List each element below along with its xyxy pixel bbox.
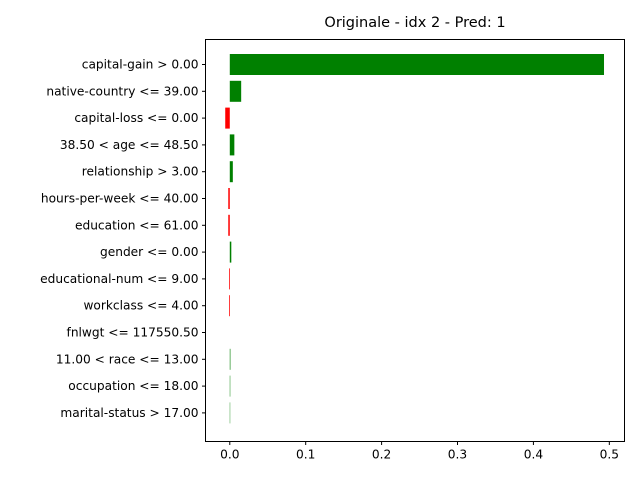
chart-title: Originale - idx 2 - Pred: 1 xyxy=(324,15,505,31)
y-tick-label: native-country <= 39.00 xyxy=(46,84,198,98)
bar xyxy=(225,107,230,129)
bar xyxy=(229,348,231,370)
y-axis-ticks: capital-gain > 0.00 native-country <= 39.… xyxy=(40,58,206,420)
x-tick-label: 0.3 xyxy=(448,448,467,462)
x-tick-label: 0.1 xyxy=(296,448,315,462)
bar xyxy=(229,295,230,317)
y-tick-label: fnlwgt <= 117550.50 xyxy=(67,326,199,340)
y-tick-label: educational-num <= 9.00 xyxy=(40,272,198,286)
x-tick-label: 0.4 xyxy=(524,448,544,462)
y-tick-label: gender <= 0.00 xyxy=(100,245,199,259)
x-tick-label: 0.5 xyxy=(600,448,619,462)
y-tick-label: workclass <= 4.00 xyxy=(83,299,198,313)
y-tick-label: relationship > 3.00 xyxy=(82,165,199,179)
bar xyxy=(229,80,242,102)
bar xyxy=(228,214,230,236)
x-tick-label: 0.0 xyxy=(220,448,239,462)
y-tick-label: 11.00 < race <= 13.00 xyxy=(56,352,199,366)
x-tick-label: 0.2 xyxy=(372,448,391,462)
bar xyxy=(229,268,230,290)
y-tick-label: education <= 61.00 xyxy=(75,218,199,232)
bar xyxy=(229,241,232,263)
y-tick-label: hours-per-week <= 40.00 xyxy=(41,192,199,206)
bar xyxy=(229,161,233,183)
x-axis-ticks: 0.0 0.1 0.2 0.3 0.4 0.5 xyxy=(220,441,619,462)
bar xyxy=(229,54,605,75)
y-tick-label: 38.50 < age <= 48.50 xyxy=(60,138,199,152)
y-tick-label: capital-gain > 0.00 xyxy=(82,58,199,72)
y-tick-label: capital-loss <= 0.00 xyxy=(74,111,198,125)
y-tick-label: occupation <= 18.00 xyxy=(68,379,198,393)
bar xyxy=(229,134,235,156)
plot-area-frame xyxy=(205,39,625,442)
bar-series xyxy=(225,54,605,424)
y-tick-label: marital-status > 17.00 xyxy=(60,406,198,420)
bar xyxy=(228,188,230,209)
